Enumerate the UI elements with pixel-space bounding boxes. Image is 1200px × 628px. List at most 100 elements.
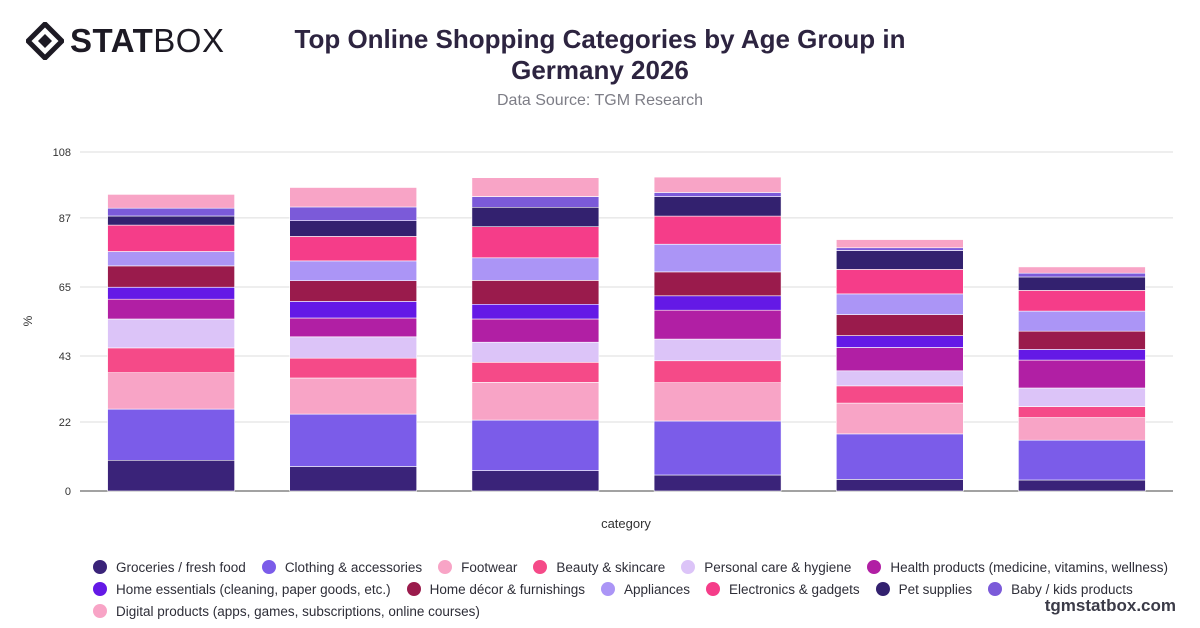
legend-item[interactable]: Clothing & accessories — [261, 560, 422, 575]
bar-segment[interactable] — [289, 466, 418, 492]
bar-segment[interactable] — [289, 301, 418, 319]
legend-item[interactable]: Electronics & gadgets — [706, 582, 860, 597]
bar-segment[interactable] — [471, 303, 600, 320]
bar-segment[interactable] — [289, 260, 418, 281]
bar-segment[interactable] — [471, 257, 600, 281]
bar-segment[interactable] — [289, 317, 418, 338]
bar-segment[interactable] — [1018, 406, 1146, 418]
bar-segment[interactable] — [835, 370, 964, 387]
bar-segment[interactable] — [1018, 349, 1146, 361]
bar-segment[interactable] — [1018, 290, 1146, 312]
bar-segment[interactable] — [107, 286, 235, 300]
bar-segment[interactable] — [835, 402, 964, 435]
bar-segment[interactable] — [289, 377, 418, 415]
bar-segment[interactable] — [471, 341, 600, 363]
bar-segment[interactable] — [289, 220, 418, 237]
legend-swatch — [93, 560, 107, 574]
bar-segment[interactable] — [835, 250, 964, 270]
bar-segment[interactable] — [107, 372, 235, 410]
bar-segment[interactable] — [1018, 330, 1146, 350]
bar-segment[interactable] — [653, 309, 782, 340]
bar-segment[interactable] — [835, 335, 964, 348]
bar-segment[interactable] — [653, 271, 782, 297]
bar-segment[interactable] — [289, 336, 418, 359]
gridlines — [80, 151, 1173, 492]
bar-segment[interactable] — [1018, 276, 1146, 291]
legend-swatch — [681, 560, 696, 574]
bar-segment[interactable] — [107, 347, 235, 373]
bar-segment[interactable] — [107, 459, 235, 492]
bar-segment[interactable] — [107, 207, 235, 217]
bar-segment[interactable] — [653, 295, 782, 311]
bar-segment[interactable] — [289, 187, 418, 208]
bar-segment[interactable] — [289, 357, 418, 379]
legend-item[interactable]: Baby / kids products — [988, 582, 1133, 597]
bar-segment[interactable] — [107, 194, 235, 209]
legend-item[interactable]: Groceries / fresh food — [93, 560, 246, 575]
bar-segment[interactable] — [471, 318, 600, 343]
bar-segment[interactable] — [835, 314, 964, 336]
legend-item[interactable]: Personal care & hygiene — [681, 560, 851, 575]
bar-segment[interactable] — [835, 239, 964, 249]
bar-segment[interactable] — [653, 244, 782, 273]
bar-segment[interactable] — [835, 385, 964, 404]
bar-segment[interactable] — [289, 206, 418, 221]
bar-segment[interactable] — [1018, 479, 1146, 492]
bar-segment[interactable] — [1018, 439, 1146, 481]
bar-segment[interactable] — [653, 215, 782, 245]
bar-segment[interactable] — [107, 224, 235, 252]
bar-segment[interactable] — [835, 247, 964, 251]
bar-segment[interactable] — [107, 318, 235, 349]
bar-segment[interactable] — [653, 474, 782, 492]
bar-segment[interactable] — [471, 280, 600, 305]
bar-segment[interactable] — [471, 196, 600, 208]
bar-segment[interactable] — [1018, 359, 1146, 389]
bar-segment[interactable] — [471, 470, 600, 492]
bar-segment[interactable] — [471, 361, 600, 383]
bar-segment[interactable] — [653, 382, 782, 422]
statbox-logo[interactable]: STATBOX — [26, 22, 224, 60]
bar-segment[interactable] — [653, 360, 782, 384]
legend-item[interactable]: Digital products (apps, games, subscript… — [93, 604, 480, 619]
bar-segment[interactable] — [835, 293, 964, 315]
bar-segment[interactable] — [653, 420, 782, 476]
legend-item[interactable]: Footwear — [438, 560, 517, 575]
bar-segment[interactable] — [107, 408, 235, 461]
bar-segment[interactable] — [1018, 272, 1146, 278]
bar-segment[interactable] — [107, 265, 235, 288]
bar-segment[interactable] — [835, 479, 964, 492]
bar-segment[interactable] — [653, 196, 782, 217]
bar-segment[interactable] — [107, 298, 235, 320]
chart-title: Top Online Shopping Categories by Age Gr… — [294, 24, 906, 85]
bar-segment[interactable] — [107, 215, 235, 226]
bar-segment[interactable] — [289, 236, 418, 262]
bar-segment[interactable] — [1018, 310, 1146, 332]
bar-segment[interactable] — [835, 269, 964, 295]
bar-segment[interactable] — [471, 226, 600, 259]
bar-segment[interactable] — [835, 347, 964, 372]
bar-segment[interactable] — [471, 419, 600, 471]
legend-item[interactable]: Health products (medicine, vitamins, wel… — [867, 560, 1168, 575]
legend-label: Beauty & skincare — [556, 559, 666, 575]
bar-segment[interactable] — [471, 177, 600, 197]
footer-url[interactable]: tgmstatbox.com — [1044, 596, 1176, 615]
legend-item[interactable]: Home décor & furnishings — [406, 582, 585, 597]
legend-swatch — [988, 582, 1003, 596]
legend-item[interactable]: Appliances — [600, 582, 690, 597]
bar-segment[interactable] — [1018, 387, 1146, 407]
legend-item[interactable]: Beauty & skincare — [533, 560, 665, 575]
y-tick-label: 22 — [59, 417, 71, 429]
bar-segment[interactable] — [289, 413, 418, 467]
bar-segment[interactable] — [289, 280, 418, 302]
bar-segment[interactable] — [653, 176, 782, 193]
bar-segment[interactable] — [471, 206, 600, 227]
bar-segment[interactable] — [107, 251, 235, 267]
bar-segment[interactable] — [1018, 266, 1146, 274]
bar-segment[interactable] — [835, 433, 964, 480]
bar-segment[interactable] — [1018, 417, 1146, 441]
legend-item[interactable]: Home essentials (cleaning, paper goods, … — [93, 582, 391, 597]
bar-segment[interactable] — [653, 338, 782, 362]
legend-item[interactable]: Pet supplies — [875, 582, 972, 597]
bar-segment[interactable] — [471, 382, 600, 421]
bar-segment[interactable] — [653, 192, 782, 197]
